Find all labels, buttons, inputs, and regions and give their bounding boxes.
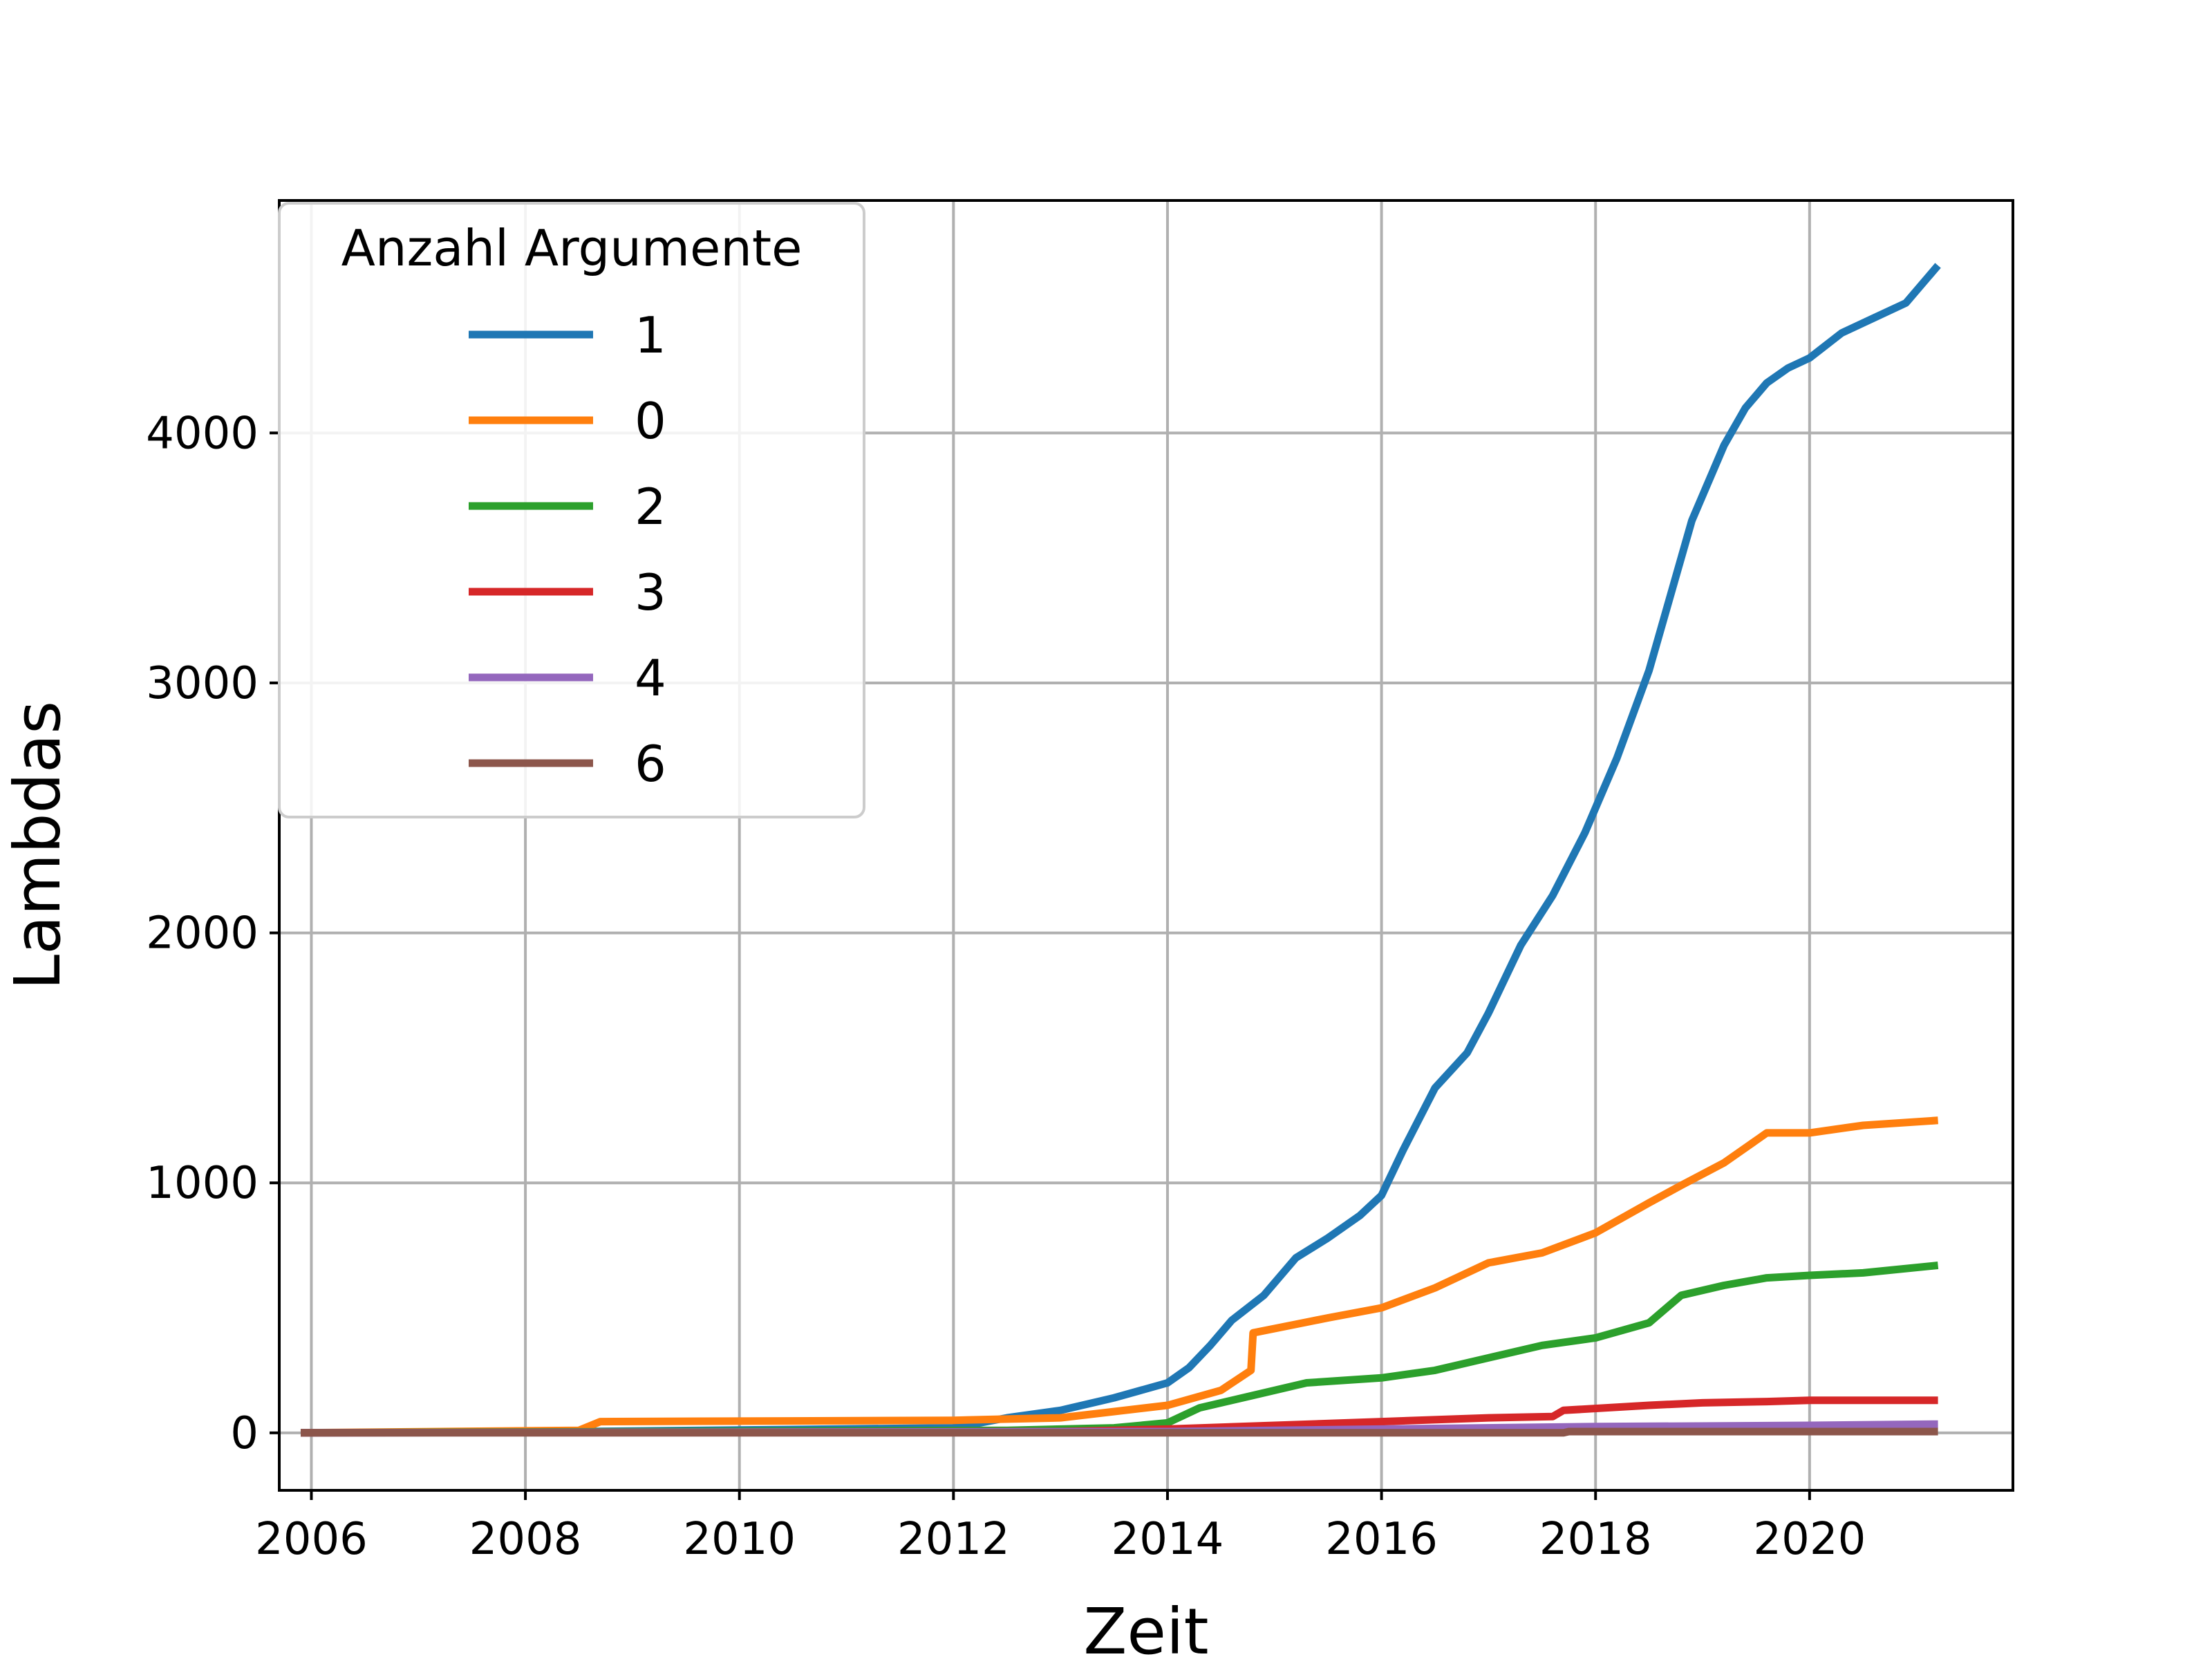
legend-entries: 1 0 2 3 4 6 bbox=[469, 306, 666, 793]
legend-label-6: 6 bbox=[635, 735, 666, 793]
x-tick-label: 2010 bbox=[683, 1514, 796, 1565]
series-line-1 bbox=[300, 263, 1941, 1437]
legend-label-0: 0 bbox=[635, 392, 666, 450]
legend: Anzahl Argumente 1 0 2 3 4 6 bbox=[278, 202, 865, 818]
legend-box bbox=[278, 202, 865, 818]
y-tick-label: 2000 bbox=[146, 908, 259, 959]
series-line-2 bbox=[300, 1262, 1939, 1437]
legend-label-1: 1 bbox=[635, 306, 666, 364]
x-ticks: 2006 2008 2010 2012 2014 2016 2018 2020 bbox=[255, 1490, 1866, 1565]
legend-title: Anzahl Argumente bbox=[341, 219, 803, 277]
x-tick-label: 2016 bbox=[1325, 1514, 1438, 1565]
y-tick-label: 3000 bbox=[146, 658, 259, 709]
y-ticks: 0 1000 2000 3000 4000 bbox=[146, 408, 279, 1459]
series-line-0 bbox=[300, 1116, 1938, 1437]
legend-label-4: 4 bbox=[635, 649, 666, 707]
legend-label-3: 3 bbox=[635, 563, 666, 621]
x-tick-label: 2014 bbox=[1112, 1514, 1224, 1565]
plot-frame bbox=[278, 199, 2014, 1492]
series-lines bbox=[300, 263, 1941, 1437]
y-tick-label: 4000 bbox=[146, 408, 259, 459]
x-tick-label: 2012 bbox=[897, 1514, 1010, 1565]
series-line-6 bbox=[301, 1427, 1938, 1437]
x-tick-label: 2006 bbox=[255, 1514, 368, 1565]
y-tick-label: 1000 bbox=[146, 1158, 259, 1209]
x-tick-label: 2020 bbox=[1753, 1514, 1866, 1565]
x-tick-label: 2008 bbox=[469, 1514, 582, 1565]
legend-label-2: 2 bbox=[635, 478, 666, 536]
x-axis-title: Zeit bbox=[1083, 1595, 1208, 1659]
y-axis-title: Lambdas bbox=[1, 701, 75, 990]
y-tick-label: 0 bbox=[230, 1408, 259, 1459]
x-tick-label: 2018 bbox=[1539, 1514, 1652, 1565]
